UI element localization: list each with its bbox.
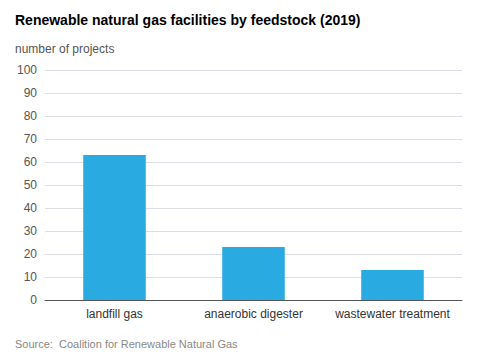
svg-text:100: 100 xyxy=(17,63,37,77)
svg-text:0: 0 xyxy=(30,293,37,307)
svg-text:90: 90 xyxy=(24,86,38,100)
svg-text:50: 50 xyxy=(24,178,38,192)
svg-text:80: 80 xyxy=(24,109,38,123)
svg-text:wastewater treatment: wastewater treatment xyxy=(334,307,450,321)
svg-text:10: 10 xyxy=(24,270,38,284)
svg-text:Renewable natural gas faciliti: Renewable natural gas facilities by feed… xyxy=(15,12,360,28)
svg-text:landfill gas: landfill gas xyxy=(86,307,143,321)
svg-text:70: 70 xyxy=(24,132,38,146)
svg-text:anaerobic digester: anaerobic digester xyxy=(204,307,303,321)
svg-text:40: 40 xyxy=(24,201,38,215)
svg-text:Source: Coalition for Renewab: Source: Coalition for Renewable Natural … xyxy=(15,338,238,350)
svg-text:number of projects: number of projects xyxy=(15,42,114,56)
svg-text:30: 30 xyxy=(24,224,38,238)
svg-text:60: 60 xyxy=(24,155,38,169)
svg-text:20: 20 xyxy=(24,247,38,261)
